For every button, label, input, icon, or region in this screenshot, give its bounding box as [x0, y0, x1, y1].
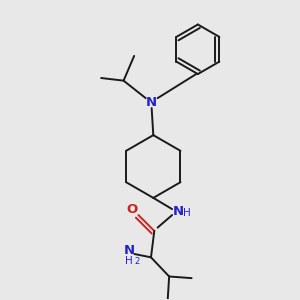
Text: O: O	[126, 202, 137, 216]
Text: N: N	[124, 244, 135, 257]
Text: N: N	[146, 96, 157, 109]
Text: H: H	[183, 208, 191, 218]
Text: H: H	[125, 256, 133, 266]
Text: N: N	[172, 205, 184, 218]
Text: 2: 2	[134, 257, 140, 266]
